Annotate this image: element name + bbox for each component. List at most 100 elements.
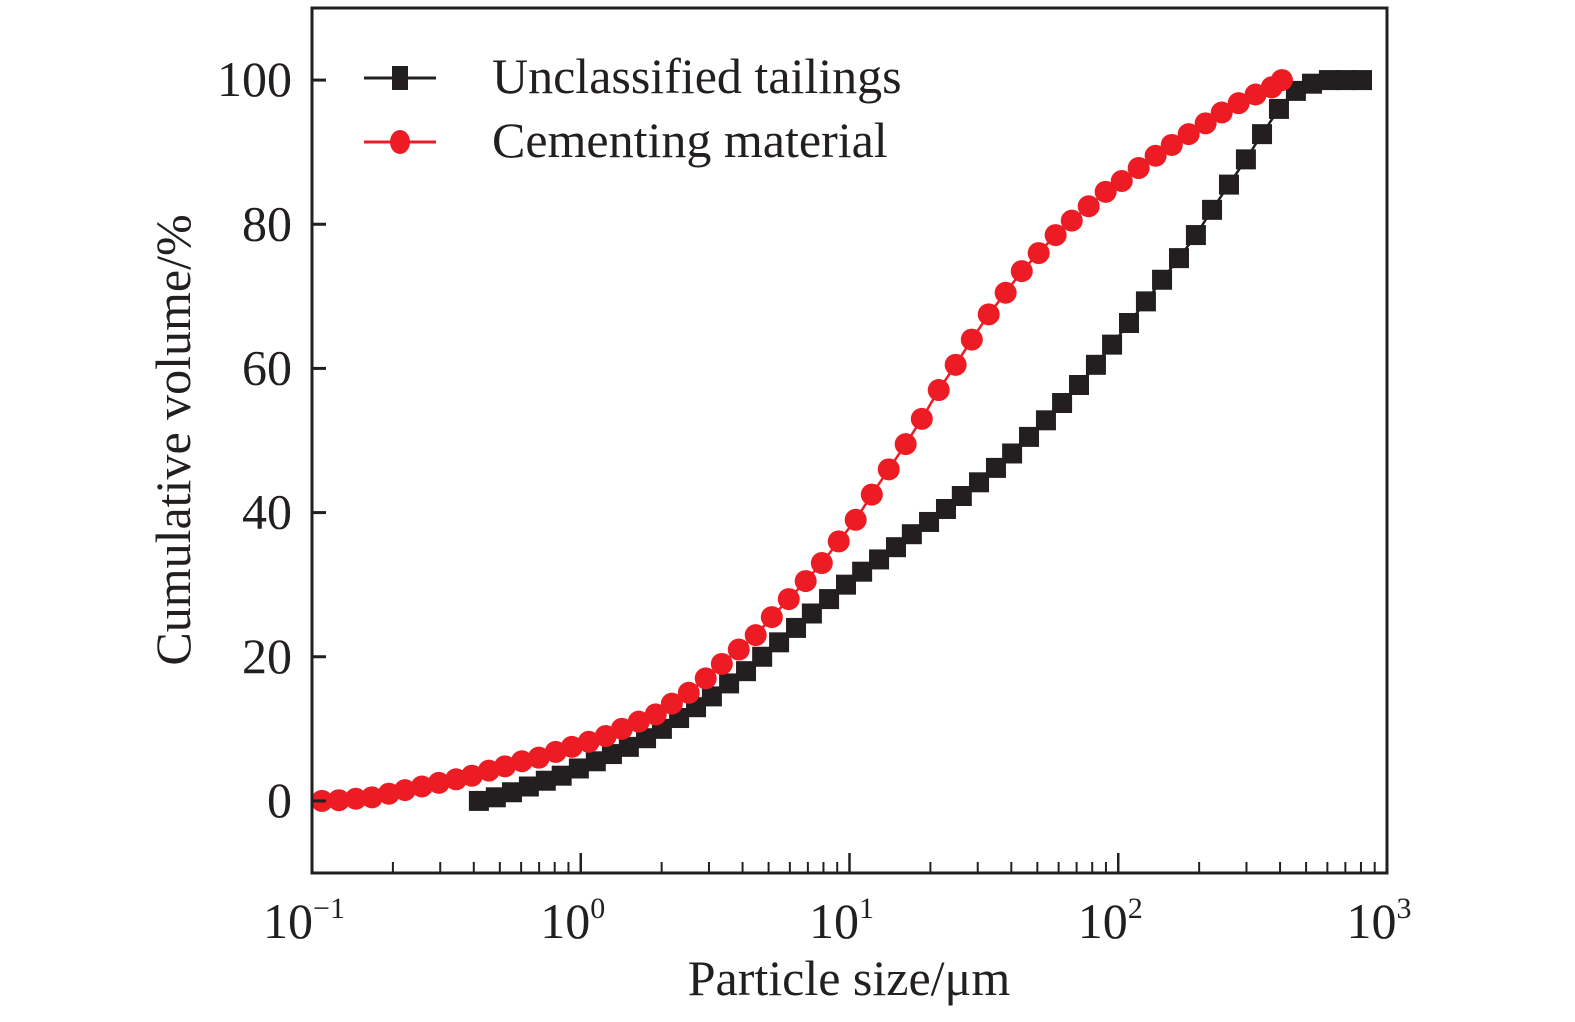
data-point-cementing — [727, 638, 750, 661]
data-point-cementing — [827, 530, 850, 553]
data-point-cementing — [1044, 224, 1067, 247]
data-point-cementing — [460, 764, 483, 787]
data-point-cementing — [677, 681, 700, 704]
legend: Unclassified tailings Cementing material — [364, 48, 902, 168]
data-point-tailings — [1152, 269, 1173, 290]
data-point-tailings — [852, 561, 873, 582]
legend-marker-cementing — [390, 130, 410, 154]
data-point-cementing — [427, 771, 450, 794]
data-point-tailings — [701, 686, 722, 707]
data-point-cementing — [410, 775, 433, 798]
data-point-cementing — [910, 407, 933, 430]
data-point-cementing — [694, 667, 717, 690]
data-point-tailings — [769, 632, 790, 653]
data-point-tailings — [985, 457, 1006, 478]
data-point-tailings — [1318, 70, 1339, 91]
data-point-cementing — [1127, 157, 1150, 180]
data-point-tailings — [535, 770, 556, 791]
x-tick-label: 101 — [809, 892, 874, 949]
data-point-tailings — [1135, 291, 1156, 312]
data-point-tailings — [585, 751, 606, 772]
x-tick-label: 100 — [540, 892, 605, 949]
data-point-cementing — [960, 328, 983, 351]
data-point-cementing — [1210, 101, 1233, 124]
data-point-cementing — [860, 483, 883, 506]
data-point-cementing — [644, 703, 667, 726]
data-point-cementing — [660, 692, 683, 715]
y-tick-label: 0 — [267, 772, 292, 828]
data-point-cementing — [977, 303, 1000, 326]
data-point-cementing — [794, 570, 817, 593]
data-point-tailings — [1168, 248, 1189, 269]
data-point-tailings — [736, 661, 757, 682]
data-point-cementing — [877, 458, 900, 481]
data-point-tailings — [1185, 225, 1206, 246]
data-point-cementing — [1177, 123, 1200, 146]
data-point-cementing — [1194, 112, 1217, 135]
data-point-cementing — [744, 624, 767, 647]
data-point-cementing — [493, 755, 516, 778]
data-point-cementing — [1160, 133, 1183, 156]
legend-label-cementing: Cementing material — [492, 112, 888, 168]
data-point-cementing — [1144, 144, 1167, 167]
data-point-tailings — [568, 758, 589, 779]
data-point-cementing — [1110, 170, 1133, 192]
data-point-tailings — [1235, 149, 1256, 170]
y-tick-label: 100 — [217, 51, 292, 107]
data-point-tailings — [719, 673, 740, 694]
data-point-tailings — [618, 736, 639, 757]
data-point-tailings — [786, 617, 807, 638]
data-point-tailings — [501, 782, 522, 803]
data-point-cementing — [327, 789, 350, 812]
data-point-cementing — [1270, 69, 1293, 92]
data-point-cementing — [1060, 209, 1083, 232]
legend-label-tailings: Unclassified tailings — [492, 48, 902, 104]
series-line-cementing — [321, 79, 1283, 803]
legend-item-tailings: Unclassified tailings — [364, 48, 902, 104]
data-point-tailings — [919, 511, 940, 532]
y-tick-label: 20 — [242, 628, 292, 684]
data-point-cementing — [927, 379, 950, 402]
data-point-cementing — [1227, 92, 1250, 115]
data-point-cementing — [944, 353, 967, 376]
data-point-cementing — [710, 652, 733, 675]
data-point-tailings — [752, 646, 773, 667]
x-tick-label: 102 — [1078, 892, 1143, 949]
data-point-tailings — [901, 524, 922, 545]
data-point-tailings — [1119, 313, 1139, 334]
data-point-tailings — [485, 787, 506, 808]
legend-marker-tailings — [392, 66, 408, 90]
data-point-tailings — [1052, 393, 1073, 414]
data-point-tailings — [1335, 70, 1356, 91]
data-point-cementing — [760, 606, 783, 629]
data-point-tailings — [1202, 199, 1223, 220]
data-point-cementing — [844, 508, 867, 531]
data-point-tailings — [1252, 124, 1273, 145]
data-point-cementing — [627, 710, 650, 733]
data-point-tailings — [819, 589, 840, 610]
data-point-tailings — [636, 728, 657, 749]
data-point-cementing — [560, 735, 583, 758]
data-point-tailings — [601, 744, 622, 765]
data-point-cementing — [1094, 180, 1117, 203]
data-point-tailings — [1002, 443, 1023, 464]
data-point-tailings — [1019, 426, 1040, 447]
data-point-cementing — [1077, 195, 1100, 218]
data-point-cementing — [1010, 260, 1033, 283]
data-point-tailings — [935, 498, 956, 519]
data-point-cementing — [360, 786, 383, 809]
data-point-cementing — [994, 281, 1017, 304]
data-point-tailings — [468, 790, 489, 811]
y-axis-label: Cumulative volume/% — [145, 214, 201, 665]
data-point-cementing — [810, 552, 833, 575]
data-point-cementing — [393, 779, 416, 802]
x-axis-label: Particle size/μm — [688, 950, 1011, 1006]
y-tick-label: 80 — [242, 195, 292, 251]
data-point-cementing — [610, 717, 633, 740]
data-point-tailings — [551, 765, 572, 786]
data-point-tailings — [1302, 73, 1323, 94]
data-point-cementing — [1027, 242, 1050, 265]
x-tick-label: 10−1 — [263, 892, 345, 949]
data-point-tailings — [836, 574, 857, 595]
